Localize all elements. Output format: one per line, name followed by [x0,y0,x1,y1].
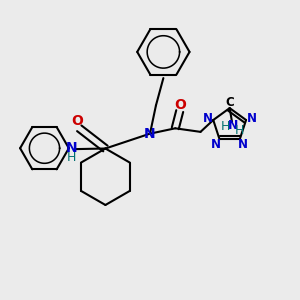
Text: C: C [225,96,234,109]
Text: H: H [67,151,76,164]
Text: N: N [211,138,221,151]
Text: N: N [247,112,257,125]
Text: N: N [144,127,156,141]
Text: O: O [174,98,186,112]
Text: N: N [227,119,238,132]
Text: H: H [235,124,244,136]
Text: N: N [202,112,213,125]
Text: O: O [71,114,83,128]
Text: H: H [221,120,230,133]
Text: N: N [66,141,77,155]
Text: N: N [238,138,248,151]
